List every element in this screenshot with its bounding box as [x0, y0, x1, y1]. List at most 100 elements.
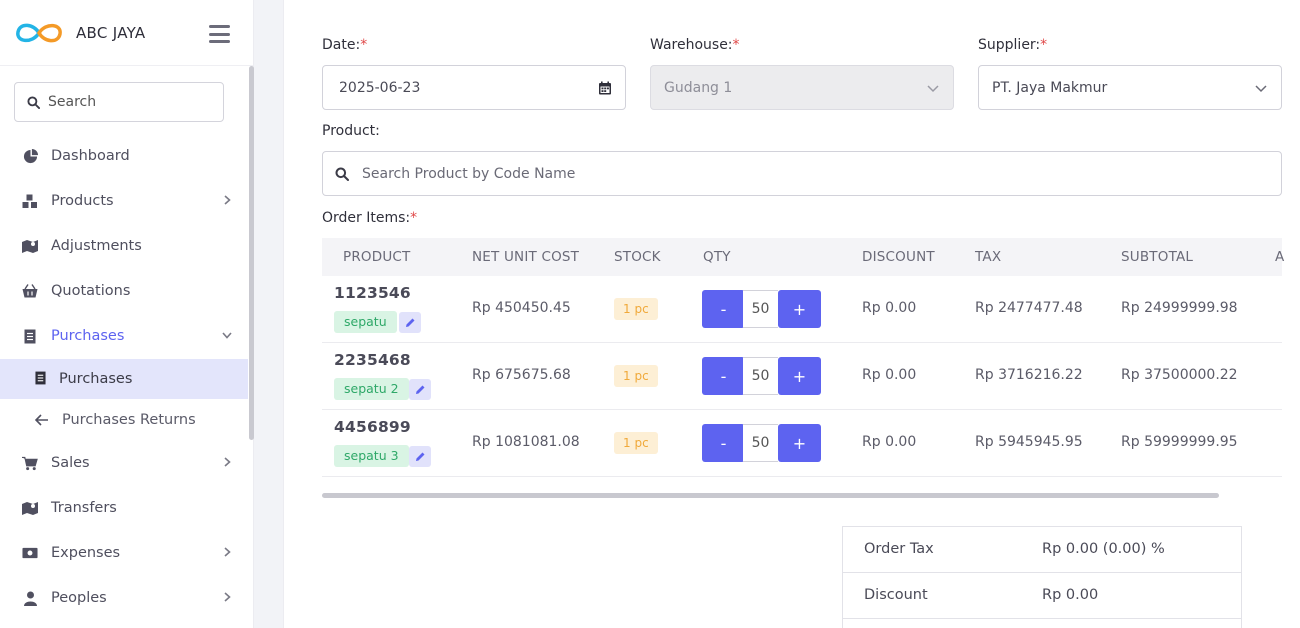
column-header-discount: DISCOUNT: [862, 249, 935, 265]
sidebar-subitem-label: Purchases: [59, 371, 133, 387]
brand-name: ABC JAYA: [76, 23, 146, 42]
sidebar-item-label: Quotations: [51, 283, 131, 299]
net-unit-cost: Rp 450450.45: [472, 300, 571, 316]
date-label: Date:*: [322, 37, 368, 53]
sidebar-item-products[interactable]: Products: [0, 179, 248, 223]
product-code: 2235468: [334, 351, 411, 369]
sidebar-item-label: Sales: [51, 455, 90, 471]
money-icon: [22, 545, 38, 561]
tax-value: Rp 2477477.48: [975, 300, 1083, 316]
qty-increment-button[interactable]: +: [778, 424, 821, 462]
order-items-table-header: PRODUCT NET UNIT COST STOCK QTY DISCOUNT…: [322, 238, 1285, 276]
sidebar-item-label: Purchases: [51, 328, 125, 344]
qty-input[interactable]: [743, 290, 778, 328]
product-search-input[interactable]: Search Product by Code Name: [322, 151, 1282, 196]
sidebar-subitem-purchases[interactable]: Purchases: [0, 359, 248, 399]
order-items-label: Order Items:*: [322, 210, 418, 226]
sidebar-subitem-label: Purchases Returns: [62, 412, 196, 428]
qty-decrement-button[interactable]: -: [702, 424, 745, 462]
supplier-label: Supplier:*: [978, 37, 1048, 53]
summary-label: Order Tax: [864, 541, 934, 557]
tax-value: Rp 3716216.22: [975, 367, 1083, 383]
product-search-placeholder: Search Product by Code Name: [362, 165, 576, 182]
column-header-tax: TAX: [975, 249, 1002, 265]
column-header-product: PRODUCT: [343, 249, 411, 265]
search-icon: [27, 95, 40, 109]
chevron-right-icon: [224, 457, 231, 467]
sidebar-search[interactable]: [14, 82, 224, 122]
product-label: Product:: [322, 123, 380, 139]
chevron-down-icon: [222, 332, 232, 339]
sidebar-item-label: Peoples: [51, 590, 107, 606]
receipt-icon: [22, 328, 38, 344]
stock-badge: 1 pc: [614, 432, 658, 454]
qty-decrement-button[interactable]: -: [702, 290, 745, 328]
table-row: 4456899 sepatu 3 Rp 1081081.08 1 pc - + …: [322, 410, 1282, 477]
product-code: 4456899: [334, 418, 411, 436]
table-row: 1123546 sepatu Rp 450450.45 1 pc - + Rp …: [322, 276, 1282, 343]
sidebar-item-peoples[interactable]: Peoples: [0, 576, 248, 620]
chevron-down-icon: [1255, 85, 1267, 93]
qty-increment-button[interactable]: +: [778, 357, 821, 395]
column-header-qty: QTY: [703, 249, 731, 265]
tax-value: Rp 5945945.95: [975, 434, 1083, 450]
net-unit-cost: Rp 1081081.08: [472, 434, 580, 450]
supplier-select[interactable]: PT. Jaya Makmur: [978, 65, 1282, 110]
edit-pencil-icon[interactable]: [409, 446, 431, 467]
date-value: 2025-06-23: [339, 79, 421, 96]
warehouse-value: Gudang 1: [664, 79, 733, 96]
stock-badge: 1 pc: [614, 298, 658, 320]
arrow-left-icon: [34, 411, 49, 430]
sidebar-item-quotations[interactable]: Quotations: [0, 269, 248, 313]
map-icon: [22, 500, 38, 516]
qty-decrement-button[interactable]: -: [702, 357, 745, 395]
chevron-down-icon: [927, 85, 939, 93]
column-header-action: A: [1275, 249, 1285, 265]
calendar-icon[interactable]: [598, 81, 612, 95]
summary-value: Rp 0.00 (0.00) %: [1042, 541, 1165, 557]
subtotal-value: Rp 24999999.98: [1121, 300, 1238, 316]
supplier-value: PT. Jaya Makmur: [992, 79, 1108, 96]
sidebar-item-transfers[interactable]: Transfers: [0, 486, 248, 530]
table-row: 2235468 sepatu 2 Rp 675675.68 1 pc - + R…: [322, 343, 1282, 410]
infinity-logo-icon: [16, 23, 62, 42]
edit-pencil-icon[interactable]: [409, 379, 431, 400]
summary-row-order-tax: Order Tax Rp 0.00 (0.00) %: [843, 527, 1241, 573]
sidebar-item-label: Transfers: [51, 500, 117, 516]
pie-chart-icon: [22, 148, 38, 164]
sidebar-scrollbar[interactable]: [249, 66, 254, 440]
qty-input[interactable]: [743, 357, 778, 395]
discount-value: Rp 0.00: [862, 367, 917, 383]
order-summary: Order Tax Rp 0.00 (0.00) % Discount Rp 0…: [842, 526, 1242, 628]
search-icon: [335, 167, 349, 181]
sidebar-search-input[interactable]: [48, 94, 208, 110]
sidebar-item-purchases[interactable]: Purchases: [0, 314, 248, 358]
date-field[interactable]: 2025-06-23: [322, 65, 626, 110]
qty-input[interactable]: [743, 424, 778, 462]
chevron-right-icon: [224, 592, 231, 602]
product-name-badge: sepatu 2: [334, 378, 409, 400]
basket-icon: [22, 283, 38, 299]
hamburger-menu-icon[interactable]: [209, 25, 230, 43]
sidebar-item-expenses[interactable]: Expenses: [0, 531, 248, 575]
sidebar-item-label: Dashboard: [51, 148, 130, 164]
net-unit-cost: Rp 675675.68: [472, 367, 571, 383]
cart-icon: [22, 455, 38, 471]
receipt-icon: [35, 370, 46, 389]
product-name-badge: sepatu: [334, 311, 397, 333]
sidebar-item-adjustments[interactable]: Adjustments: [0, 224, 248, 268]
chevron-right-icon: [224, 195, 231, 205]
edit-pencil-icon[interactable]: [399, 312, 421, 333]
sidebar-subitem-purchases-returns[interactable]: Purchases Returns: [0, 400, 248, 440]
discount-value: Rp 0.00: [862, 434, 917, 450]
sidebar-item-sales[interactable]: Sales: [0, 441, 248, 485]
column-header-subtotal: SUBTOTAL: [1121, 249, 1194, 265]
table-horizontal-scrollbar[interactable]: [322, 493, 1219, 498]
warehouse-label: Warehouse:*: [650, 37, 740, 53]
map-icon: [22, 238, 38, 254]
stock-badge: 1 pc: [614, 365, 658, 387]
qty-increment-button[interactable]: +: [778, 290, 821, 328]
product-code: 1123546: [334, 284, 411, 302]
user-icon: [22, 590, 38, 606]
sidebar-item-dashboard[interactable]: Dashboard: [0, 134, 248, 178]
